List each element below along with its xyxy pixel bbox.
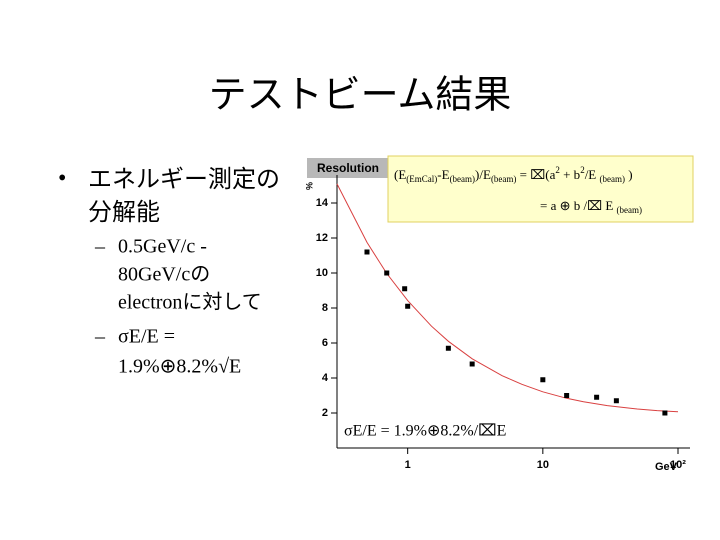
bullet-marker: • — [58, 166, 66, 192]
formula-piece: (E — [394, 167, 406, 182]
formula-line: = a ⊕ b /⌧ E (beam) — [540, 198, 642, 215]
y-axis-label: % — [304, 182, 314, 190]
formula-line: (E(EmCal)-E(beam))/E(beam) = ⌧(a2 + b2/E… — [394, 165, 633, 184]
annotation-box — [338, 420, 560, 444]
formula-piece: -E — [437, 167, 449, 182]
y-tick-label: 14 — [316, 197, 329, 209]
annotation: σE/E = 1.9%⊕8.2%/⌧E — [344, 423, 506, 440]
data-point — [469, 361, 475, 367]
chart-title-bar — [307, 158, 389, 178]
y-tick-label: 8 — [322, 302, 328, 314]
formula-piece: (beam) — [491, 174, 516, 184]
x-tick-label: 10 — [537, 459, 549, 471]
formula-piece: (beam) — [617, 205, 642, 215]
sub-bullet-marker: – — [94, 326, 106, 348]
x-axis-label: GeV — [655, 461, 678, 473]
sub-bullet-text: electronに対して — [118, 291, 262, 314]
formula-piece: (EmCal) — [406, 174, 437, 184]
formula-piece: (beam) — [600, 174, 625, 184]
data-point — [540, 377, 546, 383]
formula-box — [387, 155, 694, 223]
formula-piece: )/E — [475, 167, 491, 182]
formula-piece: ) — [625, 167, 633, 182]
formula-piece: = ⌧(a — [516, 167, 555, 182]
x-tick-label: 1 — [405, 459, 411, 471]
y-tick-label: 6 — [322, 337, 328, 349]
formula-piece: (beam) — [450, 174, 475, 184]
formula-piece: = a ⊕ b /⌧ E — [540, 198, 617, 213]
bullet-text: 分解能 — [88, 198, 160, 226]
data-point — [613, 398, 619, 404]
data-point — [384, 270, 390, 276]
chart-title: Resolution — [317, 161, 379, 175]
y-tick-label: 2 — [322, 407, 328, 419]
formula-piece: 2 — [555, 165, 560, 175]
sub-bullet-text: 0.5GeV/c - — [118, 236, 207, 258]
formula-piece: 2 — [580, 165, 585, 175]
formula-piece: /E — [585, 167, 600, 182]
formula-piece: + b — [560, 167, 580, 182]
data-point — [364, 249, 370, 255]
bullet-text: エネルギー測定の — [88, 165, 280, 193]
y-tick-label: 4 — [322, 372, 329, 384]
sub-bullet-text: 80GeV/cの — [118, 264, 210, 286]
sub-bullet-text: 1.9%⊕8.2%√E — [118, 356, 241, 378]
data-point — [594, 394, 600, 400]
data-point — [445, 345, 451, 351]
data-point — [662, 410, 668, 416]
data-point — [564, 393, 570, 398]
y-tick-label: 12 — [316, 232, 328, 244]
sub-bullet-marker: – — [94, 236, 106, 258]
sub-bullet-text: σE/E = — [118, 326, 175, 348]
y-tick-label: 10 — [316, 267, 328, 279]
data-point — [405, 303, 411, 309]
slide-title: テストビーム結果 — [209, 73, 512, 117]
fit-curve — [336, 183, 679, 413]
plot: 2 4 6 8 10 12 14 1 10 10² — [316, 183, 686, 471]
x-tick-label: 10² — [670, 459, 686, 471]
data-point — [402, 286, 408, 292]
